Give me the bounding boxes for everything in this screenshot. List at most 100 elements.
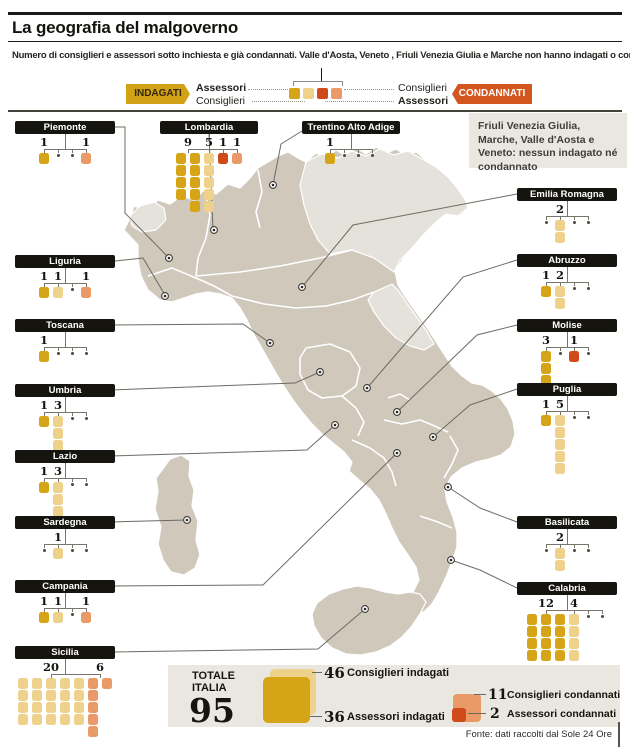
consiglieri-indagati-label: Consiglieri indagati — [347, 667, 450, 679]
tree-bracket — [188, 149, 237, 150]
tree-tick — [573, 610, 575, 614]
legend-assessori-left-label: Assessori — [196, 82, 247, 94]
tree-tick — [559, 347, 561, 351]
unit-square-assessori_indagati — [526, 638, 538, 649]
unit-square-consiglieri_condannati — [87, 702, 99, 713]
empty-slot-dot — [84, 352, 88, 355]
unit-square-consiglieri_indagati — [554, 427, 566, 438]
count-consiglieri_indagati: 20 — [42, 660, 59, 674]
unit-square-assessori_indagati — [540, 614, 552, 625]
empty-slot-dot — [370, 154, 374, 157]
legend-indagati-tag: INDAGATI — [126, 84, 190, 104]
unit-square-assessori_indagati — [554, 638, 566, 649]
unit-square-consiglieri_indagati — [45, 702, 57, 713]
consiglieri-condannati-label: Consiglieri condannati — [507, 689, 621, 701]
empty-slot-dot — [586, 287, 590, 290]
tree-tick — [545, 216, 547, 220]
empty-slot-dot — [70, 613, 74, 616]
tree-tick — [587, 411, 589, 415]
unit-square-consiglieri_indagati — [52, 506, 64, 517]
tree-tick — [57, 283, 59, 287]
empty-slot-dot — [586, 352, 590, 355]
connector-liguria — [114, 257, 166, 296]
tree-tick — [545, 411, 547, 415]
unit-square-consiglieri_indagati — [554, 439, 566, 450]
count-consiglieri_condannati: 1 — [81, 135, 90, 149]
no-data-note-text: Friuli Venezia Giulia, Marche, Valle d'A… — [478, 120, 618, 173]
tree-tick — [71, 608, 73, 612]
region-label-calabria: Calabria — [517, 582, 617, 595]
unit-square-consiglieri_condannati — [80, 153, 92, 164]
empty-slot-dot — [572, 221, 576, 224]
unit-square-assessori_indagati — [175, 165, 187, 176]
map-sardinia-island — [154, 454, 201, 576]
tree-tick — [85, 478, 87, 482]
tree-stem — [350, 134, 352, 149]
count-assessori_indagati: 12 — [537, 596, 554, 610]
unit-square-consiglieri_indagati — [31, 702, 43, 713]
map-dot-lazio — [331, 421, 339, 429]
unit-square-consiglieri_indagati — [73, 714, 85, 725]
legend-square-assessori-indagati — [289, 88, 300, 99]
empty-slot-dot — [558, 352, 562, 355]
tree-tick — [43, 283, 45, 287]
connector-molise — [396, 324, 518, 413]
tree-tick — [57, 608, 59, 612]
tree-tick — [587, 544, 589, 548]
empty-slot-dot — [42, 549, 46, 552]
count-consiglieri_condannati: 1 — [232, 135, 241, 149]
region-label-sicilia: Sicilia — [15, 646, 115, 659]
tree-tick — [57, 478, 59, 482]
tree-tick — [329, 149, 331, 153]
unit-square-assessori_indagati — [38, 612, 50, 623]
empty-slot-dot — [70, 352, 74, 355]
top-rule — [8, 12, 622, 15]
region-label-umbria: Umbria — [15, 384, 115, 397]
tree-tick — [587, 216, 589, 220]
map-dot-piemonte — [165, 254, 173, 262]
count-assessori_condannati: 1 — [569, 333, 578, 347]
unit-square-assessori_indagati — [526, 626, 538, 637]
unit-square-consiglieri_indagati — [568, 650, 580, 661]
tree-tick — [545, 544, 547, 548]
connector-piemonte — [115, 126, 170, 259]
map-dot-sardegna — [183, 516, 191, 524]
totale-label: TOTALE — [192, 670, 235, 682]
unit-square-consiglieri_indagati — [554, 463, 566, 474]
empty-slot-dot — [70, 288, 74, 291]
tree-tick — [545, 347, 547, 351]
map-dot-emilia — [298, 283, 306, 291]
count-assessori_indagati: 1 — [39, 594, 48, 608]
italia-label: ITALIA — [192, 682, 227, 694]
tree-stem — [64, 529, 66, 544]
title-rule — [8, 41, 622, 42]
unit-square-consiglieri_indagati — [52, 428, 64, 439]
map-no-data-veneto-friuli — [299, 148, 469, 273]
unit-square-assessori_indagati — [324, 153, 336, 164]
unit-square-assessori_indagati — [540, 375, 552, 386]
tree-bracket — [44, 283, 86, 284]
region-label-molise: Molise — [517, 319, 617, 332]
count-assessori_condannati: 1 — [218, 135, 227, 149]
unit-square-consiglieri_indagati — [45, 678, 57, 689]
unit-square-consiglieri_indagati — [568, 614, 580, 625]
empty-slot-dot — [356, 154, 360, 157]
unit-square-assessori_indagati — [38, 416, 50, 427]
count-assessori_indagati: 1 — [39, 269, 48, 283]
count-assessori_indagati: 3 — [541, 333, 550, 347]
unit-square-assessori_indagati — [554, 614, 566, 625]
unit-square-assessori_indagati — [189, 189, 201, 200]
unit-square-assessori_indagati — [189, 177, 201, 188]
count-consiglieri_condannati: 6 — [95, 660, 104, 674]
tree-tick — [43, 149, 45, 153]
count-consiglieri_indagati: 1 — [53, 530, 62, 544]
tree-tick — [50, 674, 52, 678]
count-consiglieri_indagati: 4 — [569, 596, 578, 610]
tree-bracket — [44, 608, 86, 609]
unit-square-consiglieri_indagati — [554, 232, 566, 243]
connector-sicilia — [112, 608, 366, 653]
unit-square-consiglieri_indagati — [203, 177, 215, 188]
tree-tick — [57, 412, 59, 416]
